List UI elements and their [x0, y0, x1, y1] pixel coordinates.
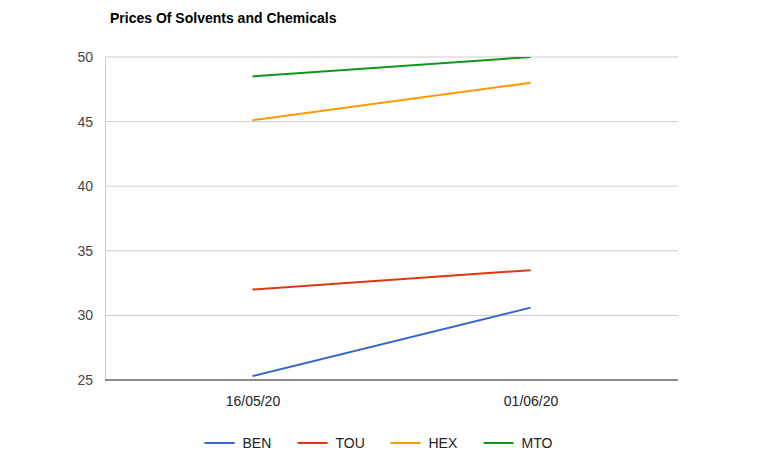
legend-swatch — [484, 442, 514, 444]
series-line — [252, 270, 530, 289]
x-tick: 16/05/20 — [226, 380, 281, 409]
chart: Prices Of Solvents and Chemicals 25 30 35 40… — [0, 0, 765, 470]
x-tick-label: 01/06/20 — [504, 393, 559, 409]
y-tick-label: 40 — [77, 178, 93, 194]
grid-line — [105, 250, 678, 251]
legend-label: TOU — [336, 435, 365, 451]
y-tick: 25 — [77, 372, 105, 388]
legend-swatch — [205, 442, 235, 444]
grid-line — [105, 57, 678, 58]
chart-title: Prices Of Solvents and Chemicals — [110, 10, 337, 26]
series-line — [252, 57, 530, 76]
y-tick: 35 — [77, 243, 105, 259]
legend-swatch — [298, 442, 328, 444]
x-tick: 01/06/20 — [504, 380, 559, 409]
y-tick-label: 50 — [77, 49, 93, 65]
grid — [105, 57, 678, 380]
legend-label: MTO — [522, 435, 553, 451]
grid-line — [105, 186, 678, 187]
grid-line — [105, 121, 678, 122]
legend: BEN TOU HEX MTO — [205, 435, 553, 451]
y-tick-label: 25 — [77, 372, 93, 388]
y-tick-label: 35 — [77, 243, 93, 259]
legend-label: HEX — [429, 435, 458, 451]
series-line — [252, 83, 530, 120]
x-axis: 16/05/20 01/06/20 — [105, 380, 678, 409]
y-tick: 45 — [77, 114, 105, 130]
y-axis-line — [105, 58, 106, 381]
series-line — [252, 308, 530, 376]
y-tick: 50 — [77, 49, 105, 65]
legend-swatch — [391, 442, 421, 444]
y-tick-label: 30 — [77, 307, 93, 323]
y-tick: 30 — [77, 307, 105, 323]
y-tick-label: 45 — [77, 114, 93, 130]
plot-area — [252, 57, 530, 376]
legend-label: BEN — [243, 435, 272, 451]
y-axis: 25 30 35 40 45 50 — [77, 49, 105, 388]
y-tick: 40 — [77, 178, 105, 194]
x-axis-line — [105, 380, 678, 381]
grid-line — [105, 380, 678, 381]
x-tick-label: 16/05/20 — [226, 393, 281, 409]
grid-line — [105, 315, 678, 316]
